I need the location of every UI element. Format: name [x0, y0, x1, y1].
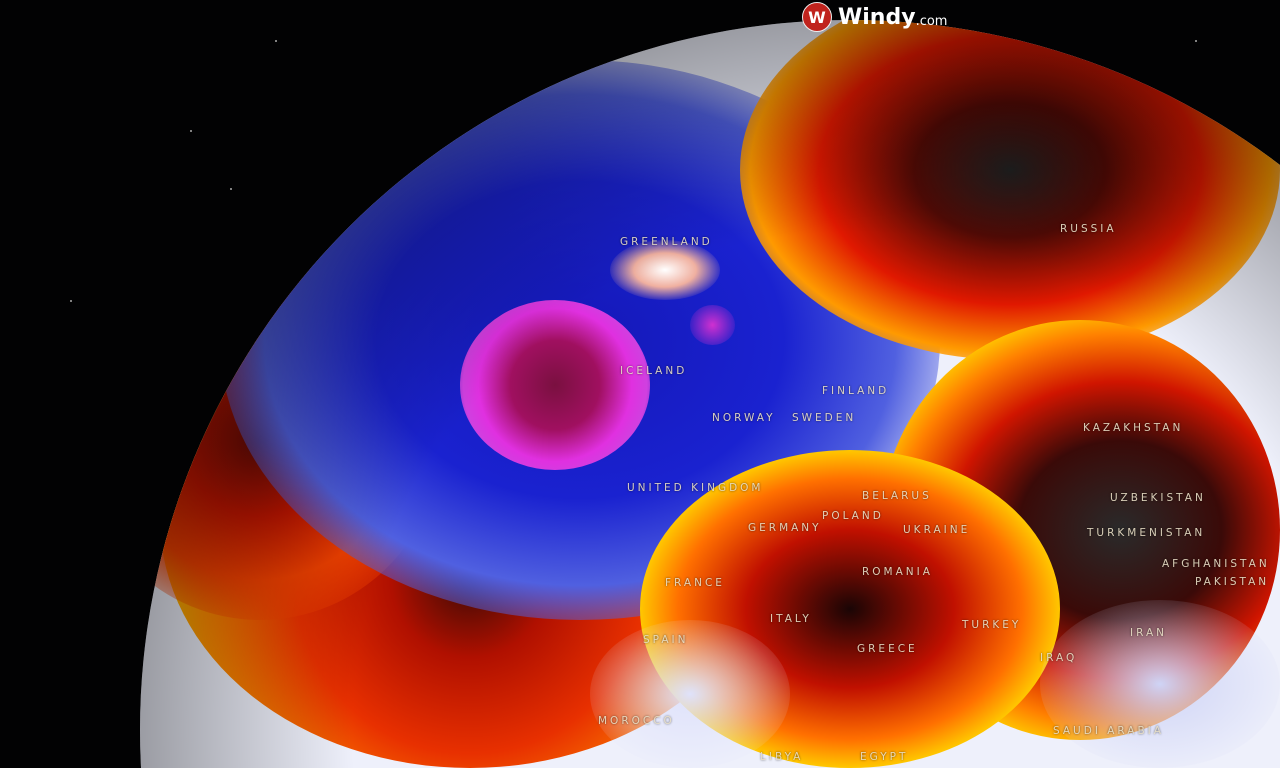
label-sweden: SWEDEN	[792, 412, 857, 424]
label-iraq: IRAQ	[1040, 652, 1078, 664]
label-poland: POLAND	[822, 510, 884, 522]
label-turkey: TURKEY	[962, 619, 1022, 631]
windy-logo[interactable]: W Windy .com	[802, 2, 947, 32]
label-saudi-arabia: SAUDI ARABIA	[1053, 725, 1164, 737]
label-russia: RUSSIA	[1060, 223, 1117, 235]
low-pressure-iceland	[460, 300, 650, 470]
label-pakistan: PAKISTAN	[1195, 576, 1270, 588]
label-romania: ROMANIA	[862, 566, 933, 578]
label-norway: NORWAY	[712, 412, 776, 424]
label-iceland: ICELAND	[620, 365, 688, 377]
label-morocco: MOROCCO	[598, 715, 675, 727]
small-low	[690, 305, 735, 345]
label-egypt: EGYPT	[860, 751, 909, 763]
label-greenland: GREENLAND	[620, 236, 713, 248]
globe-shade	[140, 20, 1280, 768]
label-turkmenistan: TURKMENISTAN	[1087, 527, 1206, 539]
label-kazakhstan: KAZAKHSTAN	[1083, 422, 1184, 434]
label-libya: LIBYA	[760, 751, 804, 763]
logo-domain: .com	[915, 13, 948, 29]
windy-logo-icon: W	[802, 2, 832, 32]
label-united-kingdom: UNITED KINGDOM	[627, 482, 764, 494]
label-belarus: BELARUS	[862, 490, 932, 502]
label-finland: FINLAND	[822, 385, 890, 397]
label-spain: SPAIN	[643, 634, 689, 646]
greenland-ice	[610, 240, 720, 300]
label-uzbekistan: UZBEKISTAN	[1110, 492, 1206, 504]
neutral-north-africa	[590, 620, 790, 768]
neutral-arabia	[1040, 600, 1280, 768]
globe[interactable]	[140, 20, 1280, 768]
logo-wordmark: Windy	[838, 4, 916, 30]
label-france: FRANCE	[665, 577, 725, 589]
label-greece: GREECE	[857, 643, 918, 655]
label-afghanistan: AFGHANISTAN	[1162, 558, 1270, 570]
label-italy: ITALY	[770, 613, 812, 625]
label-germany: GERMANY	[748, 522, 822, 534]
label-iran: IRAN	[1130, 627, 1168, 639]
label-ukraine: UKRAINE	[903, 524, 971, 536]
